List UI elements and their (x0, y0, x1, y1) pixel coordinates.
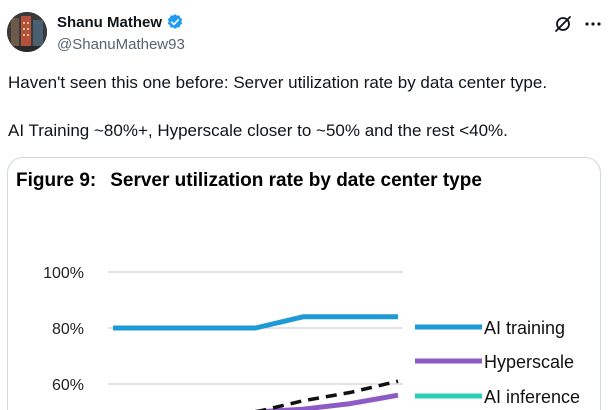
figure-number: Figure 9: (16, 170, 97, 191)
line-chart: 100% 80% 60% AI training Hyperscale AI infere… (43, 265, 580, 410)
legend-label: AI training (484, 318, 565, 338)
more-options-icon[interactable] (583, 14, 603, 34)
handle[interactable]: @ShanuMathew93 (57, 36, 185, 53)
y-tick-label: 100% (43, 265, 84, 282)
avatar[interactable] (7, 12, 47, 52)
y-tick-label: 60% (52, 377, 84, 394)
avatar-image (7, 12, 47, 52)
legend-label: AI inference (484, 387, 580, 407)
figure-title-text: Server utilization rate by date center t… (110, 170, 482, 191)
grok-icon[interactable] (553, 14, 573, 34)
legend-label: Hyperscale (484, 352, 574, 372)
display-name[interactable]: Shanu Mathew (57, 13, 163, 31)
figure-title: Figure 9: Server utilization rate by date… (16, 170, 482, 192)
series-line-ai-training (113, 314, 398, 331)
y-tick-label: 80% (52, 321, 84, 338)
series-line-hyperscale (255, 392, 399, 410)
series-line-dashed (256, 379, 399, 410)
tweet-media-image[interactable]: Figure 9: Server utilization rate by date… (7, 157, 601, 410)
tweet-text-line-1: Haven't seen this one before: Server uti… (8, 73, 548, 92)
tweet-text-line-2: AI Training ~80%+, Hyperscale closer to … (8, 121, 508, 140)
verified-badge-icon (166, 13, 184, 31)
author-name-row[interactable]: Shanu Mathew (57, 13, 184, 31)
